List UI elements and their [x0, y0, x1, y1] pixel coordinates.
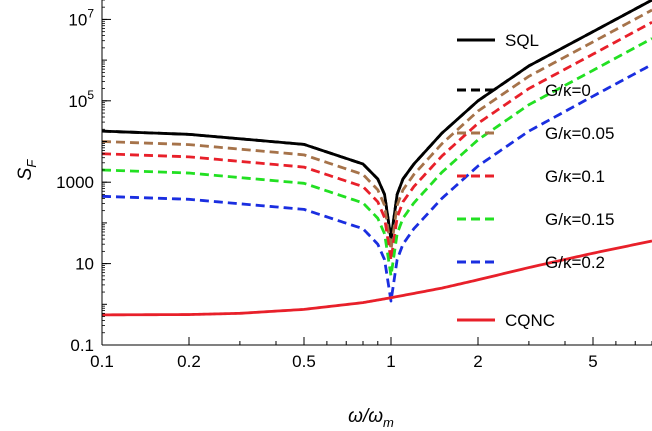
y-tick-label: 10 [75, 255, 94, 274]
x-axis-title-sub: m [383, 415, 394, 430]
series-line-1 [102, 0, 652, 241]
legend-label-4: G/κ=0.15 [545, 210, 614, 229]
legend-label-1: G/κ=0 [545, 81, 591, 100]
y-axis-title-main: S [15, 167, 36, 180]
x-axis-title: ω/ωm [348, 406, 394, 430]
axes-layer: 0.1 0.2 0.5 1 2 5 0.1 10 1000 105 107 [56, 0, 652, 371]
y-tick-label: 107 [68, 6, 94, 29]
legend-label-6: CQNC [505, 311, 555, 330]
series-layer [102, 0, 652, 317]
legend-label-5: G/κ=0.2 [545, 253, 605, 272]
x-axis-title-main: ω/ω [348, 406, 383, 427]
legend-label-3: G/κ=0.1 [545, 167, 605, 186]
legend: SQL G/κ=0 G/κ=0.05 G/κ=0.1 G/κ=0.15 G/κ=0.2 CQ… [457, 31, 614, 330]
x-tick-label: 0.2 [177, 352, 201, 371]
y-tick-label: 1000 [56, 173, 94, 192]
y-axis-title: SF [15, 159, 39, 181]
legend-label-2: G/κ=0.05 [545, 124, 614, 143]
x-tick-label: 0.1 [90, 352, 114, 371]
x-tick-label: 5 [588, 352, 597, 371]
y-axis-title-sub: F [24, 159, 39, 168]
series-line-6 [102, 239, 652, 317]
y-tick-label: 0.1 [70, 336, 94, 355]
legend-label-0: SQL [505, 31, 539, 50]
series-line-2 [102, 8, 652, 252]
series-line-5 [102, 63, 652, 303]
series-line-4 [102, 37, 652, 278]
y-tick-label: 105 [68, 88, 94, 111]
x-tick-label: 2 [473, 352, 482, 371]
x-tick-label: 0.5 [292, 352, 316, 371]
x-tick-label: 1 [386, 352, 395, 371]
